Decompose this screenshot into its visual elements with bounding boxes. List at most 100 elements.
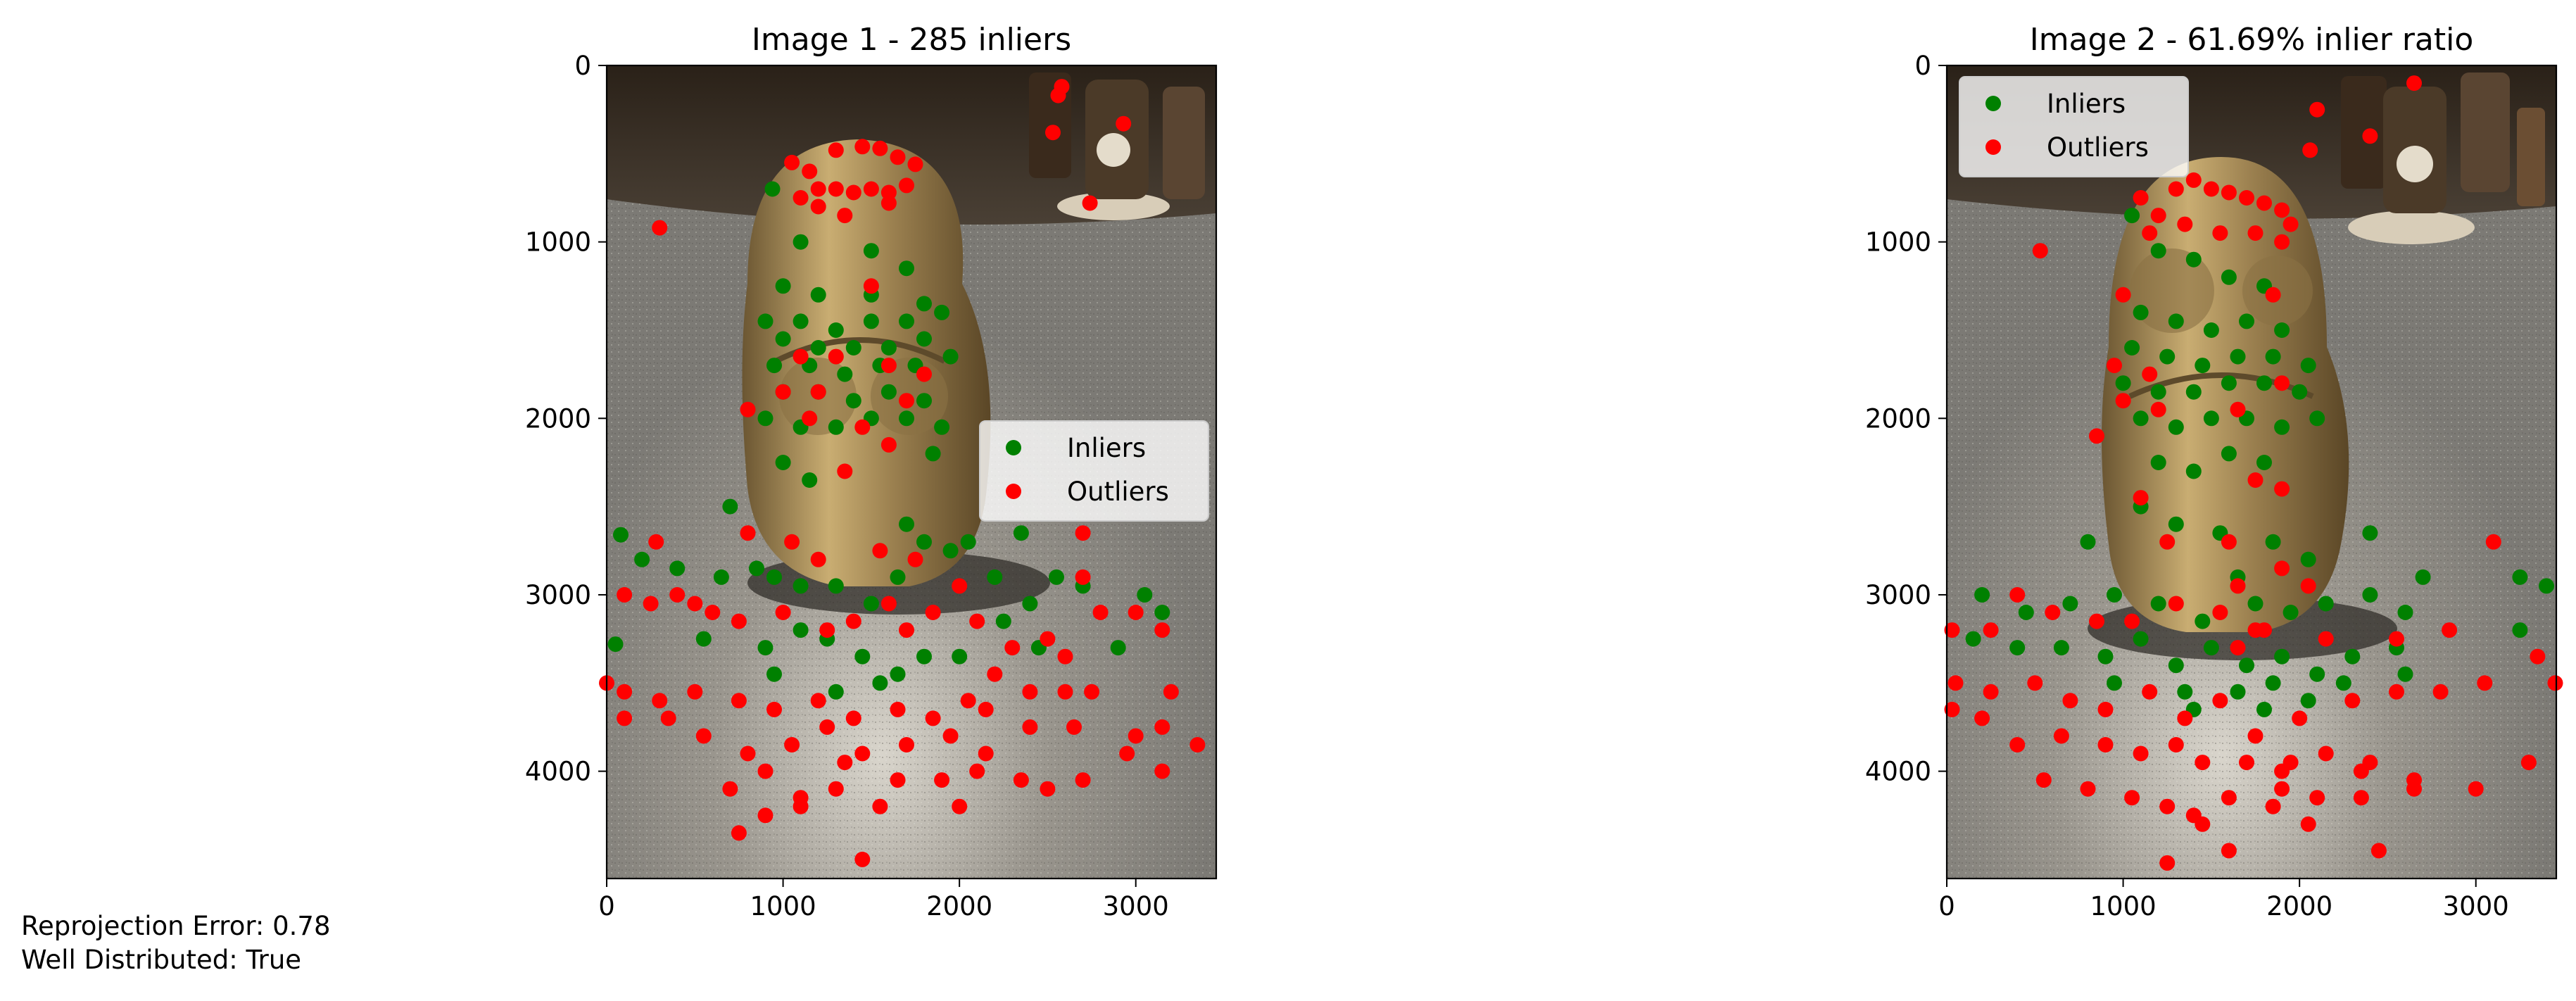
- outlier-point: [1004, 640, 1021, 656]
- inlier-point: [2133, 410, 2149, 427]
- outlier-point: [1057, 684, 1073, 700]
- outlier-point: [880, 436, 897, 453]
- inlier-point: [793, 578, 809, 594]
- outlier-point: [1119, 745, 1135, 762]
- outlier-point: [2053, 728, 2069, 744]
- inlier-point: [828, 578, 844, 594]
- outlier-point: [2221, 790, 2237, 806]
- outlier-point: [2283, 216, 2299, 232]
- outlier-point: [854, 745, 871, 762]
- outlier-point: [1092, 605, 1109, 620]
- inlier-point: [2239, 657, 2254, 674]
- inlier-point: [2221, 375, 2237, 391]
- inlier-point: [2397, 605, 2413, 620]
- outlier-point: [916, 366, 932, 382]
- chart-title: Image 1 - 285 inliers: [752, 22, 1071, 58]
- inlier-point: [2247, 596, 2264, 612]
- inlier-point: [766, 358, 782, 374]
- outlier-point: [1154, 622, 1170, 638]
- outlier-point: [2221, 534, 2237, 550]
- y-axis: 0 1000 2000 3000 4000: [1865, 51, 1947, 787]
- outlier-point: [880, 596, 897, 612]
- outlier-point: [740, 745, 756, 762]
- inlier-point: [2221, 446, 2237, 462]
- inlier-point: [793, 234, 809, 250]
- outlier-point: [2406, 781, 2422, 797]
- outlier-point: [617, 684, 633, 700]
- inlier-point: [1137, 587, 1153, 603]
- x-axis: 0 1000 2000 3000: [1938, 879, 2509, 921]
- inlier-point: [2239, 313, 2254, 329]
- outlier-point: [890, 701, 906, 717]
- inlier-point: [1049, 569, 1064, 585]
- outlier-point: [652, 220, 668, 236]
- outlier-point: [845, 184, 861, 201]
- outlier-point: [2283, 755, 2299, 771]
- inlier-point: [2177, 684, 2193, 700]
- inlier-point: [880, 384, 897, 400]
- inlier-point: [2512, 569, 2528, 585]
- outlier-point: [740, 525, 756, 541]
- outlier-point: [810, 384, 826, 400]
- outlier-point: [2195, 755, 2211, 771]
- inlier-point: [2150, 243, 2166, 259]
- inlier-point: [713, 569, 729, 585]
- inlier-point: [722, 498, 738, 515]
- inlier-point: [2018, 605, 2034, 620]
- outlier-point: [1116, 115, 1132, 132]
- inlier-point: [828, 322, 844, 338]
- inlier-point: [1154, 605, 1170, 620]
- outlier-point: [2168, 596, 2184, 612]
- outlier-point: [1022, 684, 1038, 700]
- legend-label: Outliers: [1067, 477, 1169, 507]
- outlier-point: [1154, 719, 1170, 735]
- inlier-point: [995, 613, 1011, 629]
- y-tick-label: 1000: [1865, 227, 1931, 258]
- legend-marker: [1985, 96, 2001, 111]
- outlier-point: [2009, 587, 2026, 603]
- inlier-point: [1974, 587, 1990, 603]
- inlier-point: [2185, 384, 2202, 400]
- outlier-point: [2035, 772, 2052, 788]
- outlier-point: [793, 348, 809, 365]
- inlier-point: [2265, 348, 2281, 365]
- inlier-point: [960, 534, 976, 550]
- outlier-point: [828, 348, 844, 365]
- inlier-point: [2318, 596, 2334, 612]
- outlier-point: [1057, 648, 1073, 665]
- inlier-point: [2539, 578, 2554, 594]
- outlier-point: [1128, 605, 1144, 620]
- inlier-point: [2150, 455, 2166, 470]
- y-axis: 0 1000 2000 3000 4000: [525, 51, 607, 787]
- outlier-point: [1947, 675, 1964, 691]
- outlier-point: [2097, 701, 2114, 717]
- outlier-point: [2150, 401, 2166, 417]
- inlier-point: [2512, 622, 2528, 638]
- outlier-point: [2159, 798, 2176, 814]
- inlier-point: [828, 684, 844, 700]
- outlier-point: [2107, 358, 2122, 374]
- y-tick-label: 3000: [1865, 580, 1931, 610]
- inlier-point: [2300, 358, 2316, 374]
- inlier-point: [793, 313, 809, 329]
- outlier-point: [2142, 366, 2158, 382]
- outlier-point: [2256, 195, 2272, 211]
- inlier-point: [766, 569, 782, 585]
- outlier-point: [2344, 693, 2361, 709]
- x-tick-label: 2000: [926, 891, 992, 921]
- inlier-point: [934, 304, 950, 320]
- x-tick-label: 3000: [2443, 891, 2509, 921]
- inlier-point: [2265, 675, 2281, 691]
- outlier-point: [837, 755, 853, 771]
- metrics-footer: Reprojection Error: 0.78 Well Distribute…: [21, 909, 331, 977]
- outlier-point: [2485, 534, 2501, 550]
- outlier-point: [2406, 75, 2422, 92]
- outlier-point: [705, 605, 721, 620]
- axes-frame: [605, 64, 1218, 880]
- outlier-point: [2203, 181, 2219, 197]
- inlier-point: [2335, 675, 2351, 691]
- outlier-point: [617, 710, 633, 726]
- outlier-point: [2168, 737, 2184, 753]
- outlier-point: [1075, 569, 1091, 585]
- inlier-point: [1965, 631, 1981, 647]
